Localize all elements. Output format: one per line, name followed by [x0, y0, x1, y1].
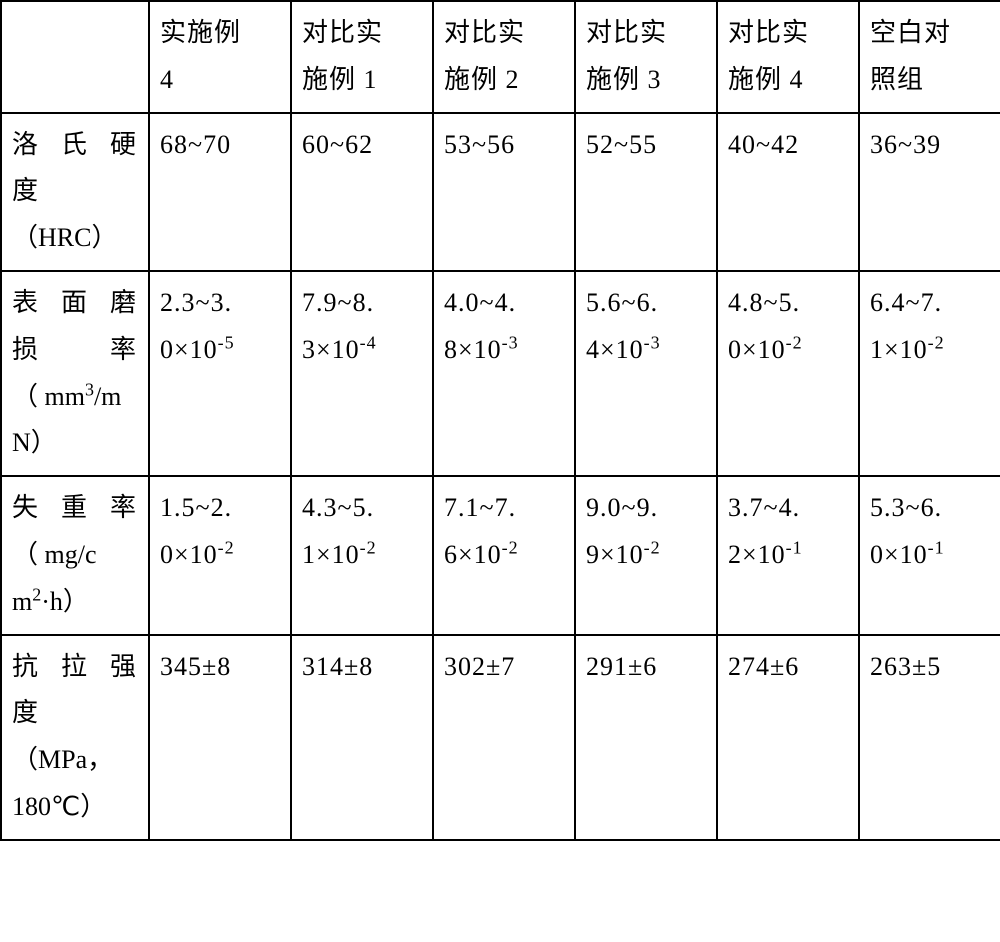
cell-value: 6.4~7. 1×10-2 [859, 271, 1000, 476]
cell-value: 345±8 [149, 635, 291, 840]
cell-value: 302±7 [433, 635, 575, 840]
header-text: 对比实 [302, 18, 383, 47]
header-text: 施例 3 [586, 65, 662, 94]
label-text: 洛氏硬 [12, 130, 138, 159]
header-text: 实施例 [160, 18, 241, 47]
header-text: 空白对 [870, 18, 951, 47]
row-label-tensile: 抗拉强 度 （MPa， 180℃） [1, 635, 149, 840]
cell-value: 5.3~6. 0×10-1 [859, 476, 1000, 634]
row-label-hardness: 洛氏硬 度 （HRC） [1, 113, 149, 271]
header-text: 施例 4 [728, 65, 804, 94]
cell-value: 4.3~5. 1×10-2 [291, 476, 433, 634]
cell-value: 52~55 [575, 113, 717, 271]
header-text: 对比实 [444, 18, 525, 47]
cell-value: 274±6 [717, 635, 859, 840]
cell-value: 9.0~9. 9×10-2 [575, 476, 717, 634]
cell-value: 40~42 [717, 113, 859, 271]
label-text: 失重率 [12, 493, 138, 522]
label-text: 180℃） [12, 784, 138, 831]
header-text: 照组 [870, 65, 924, 94]
cell-value: 7.9~8. 3×10-4 [291, 271, 433, 476]
row-label-wear-rate: 表面磨 损 率 （ mm3/m N） [1, 271, 149, 476]
cell-value: 60~62 [291, 113, 433, 271]
header-text: 施例 2 [444, 65, 520, 94]
cell-value: 53~56 [433, 113, 575, 271]
cell-value: 68~70 [149, 113, 291, 271]
table-row-weight-loss: 失重率 （ mg/c m2·h） 1.5~2. 0×10-2 4.3~5. 1×… [1, 476, 1000, 634]
column-header-compare3: 对比实 施例 3 [575, 1, 717, 113]
header-text: 对比实 [586, 18, 667, 47]
cell-value: 1.5~2. 0×10-2 [149, 476, 291, 634]
label-text: 度 [12, 168, 138, 215]
cell-value: 4.0~4. 8×10-3 [433, 271, 575, 476]
label-text: m2·h） [12, 579, 138, 626]
label-text: 抗拉强 [12, 652, 138, 681]
table-header-row: 实施例 4 对比实 施例 1 对比实 施例 2 对比实 施例 3 对比实 施例 … [1, 1, 1000, 113]
column-header-compare2: 对比实 施例 2 [433, 1, 575, 113]
column-header-compare4: 对比实 施例 4 [717, 1, 859, 113]
cell-value: 291±6 [575, 635, 717, 840]
table-row-wear-rate: 表面磨 损 率 （ mm3/m N） 2.3~3. 0×10-5 7.9~8. … [1, 271, 1000, 476]
row-label-weight-loss: 失重率 （ mg/c m2·h） [1, 476, 149, 634]
cell-value: 7.1~7. 6×10-2 [433, 476, 575, 634]
header-text: 对比实 [728, 18, 809, 47]
column-header-compare1: 对比实 施例 1 [291, 1, 433, 113]
column-header-blank: 空白对 照组 [859, 1, 1000, 113]
header-text: 4 [160, 65, 174, 94]
label-text: （HRC） [12, 215, 138, 262]
header-empty-cell [1, 1, 149, 113]
cell-value: 36~39 [859, 113, 1000, 271]
cell-value: 5.6~6. 4×10-3 [575, 271, 717, 476]
label-text: （ mg/c [12, 532, 138, 579]
cell-value: 314±8 [291, 635, 433, 840]
column-header-example4: 实施例 4 [149, 1, 291, 113]
table-row-hardness: 洛氏硬 度 （HRC） 68~70 60~62 53~56 52~55 40~4… [1, 113, 1000, 271]
cell-value: 3.7~4. 2×10-1 [717, 476, 859, 634]
cell-value: 263±5 [859, 635, 1000, 840]
label-text: （ mm3/m [12, 374, 138, 421]
label-text: （MPa， [12, 737, 138, 784]
table-row-tensile: 抗拉强 度 （MPa， 180℃） 345±8 314±8 302±7 291±… [1, 635, 1000, 840]
data-table: 实施例 4 对比实 施例 1 对比实 施例 2 对比实 施例 3 对比实 施例 … [0, 0, 1000, 841]
label-text: N） [12, 420, 138, 467]
cell-value: 4.8~5. 0×10-2 [717, 271, 859, 476]
label-text: 表面磨 [12, 288, 138, 317]
cell-value: 2.3~3. 0×10-5 [149, 271, 291, 476]
label-text: 损 率 [12, 335, 138, 364]
header-text: 施例 1 [302, 65, 378, 94]
label-text: 度 [12, 690, 138, 737]
